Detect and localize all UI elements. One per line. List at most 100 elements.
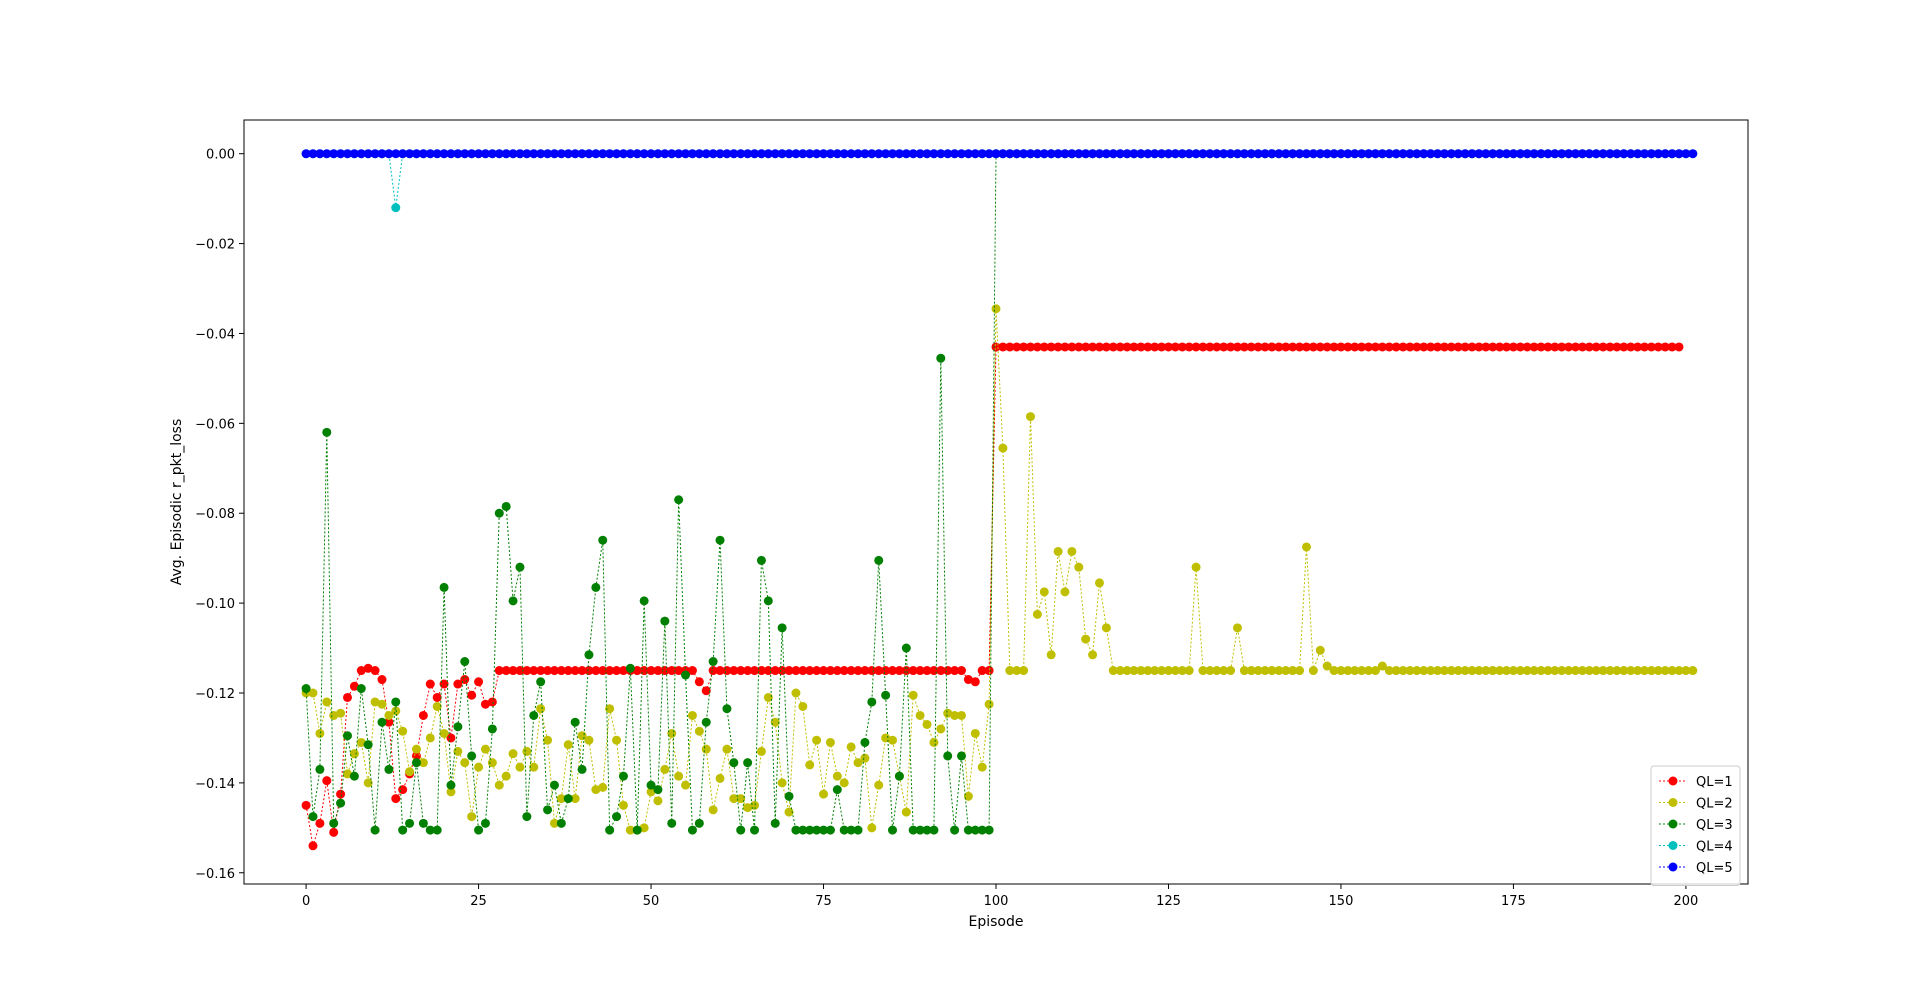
data-point — [1405, 666, 1415, 676]
data-point — [936, 666, 946, 676]
data-point — [480, 744, 490, 754]
data-point — [639, 149, 649, 159]
data-point — [1253, 342, 1263, 352]
data-point — [356, 149, 366, 159]
data-point — [943, 751, 953, 761]
data-point — [1129, 342, 1139, 352]
data-point — [536, 666, 546, 676]
y-axis-label: Avg. Episodic r_pkt_loss — [169, 419, 185, 586]
data-point — [1495, 666, 1505, 676]
data-point — [674, 495, 684, 505]
data-point — [1391, 149, 1401, 159]
data-point — [549, 818, 559, 828]
data-point — [839, 825, 849, 835]
data-point — [1640, 666, 1650, 676]
data-point — [446, 733, 456, 743]
data-point — [1177, 342, 1187, 352]
data-point — [522, 666, 532, 676]
data-point — [1308, 666, 1318, 676]
data-point — [1053, 546, 1063, 556]
data-point — [957, 149, 966, 159]
data-point — [329, 149, 339, 159]
data-point — [1308, 342, 1318, 352]
data-point — [1370, 149, 1380, 159]
data-point — [750, 800, 760, 810]
legend-entries: QL=1 QL=2 QL=3 QL=4 QL=5 — [1659, 775, 1733, 876]
data-point — [494, 666, 504, 676]
data-point — [1433, 342, 1443, 352]
data-point — [936, 353, 946, 363]
data-point — [1329, 342, 1339, 352]
y-tick-label: −0.06 — [195, 417, 235, 432]
data-point — [1081, 634, 1091, 644]
data-point — [336, 798, 346, 808]
data-point — [1370, 666, 1380, 676]
data-point — [1474, 149, 1484, 159]
data-point — [922, 825, 932, 835]
data-point — [867, 666, 877, 676]
data-point — [846, 666, 856, 676]
data-point — [1646, 666, 1656, 676]
data-point — [1039, 149, 1049, 159]
data-point — [598, 666, 608, 676]
data-point — [543, 666, 553, 676]
data-point — [888, 825, 898, 835]
data-point — [418, 149, 428, 159]
data-point — [812, 735, 822, 745]
data-point — [467, 812, 477, 822]
data-point — [1646, 149, 1656, 159]
data-point — [612, 812, 622, 822]
data-point — [1488, 342, 1498, 352]
data-point — [1453, 342, 1463, 352]
data-point — [1026, 342, 1035, 352]
y-axis: 0.00 −0.02 −0.04 −0.06 −0.08 −0.10 −0.12 −0.14 −… — [195, 148, 244, 882]
data-point — [943, 708, 953, 718]
data-point — [860, 753, 870, 763]
legend-label: QL=2 — [1696, 797, 1733, 812]
data-point — [660, 616, 670, 626]
x-tick-label: 50 — [643, 894, 660, 909]
data-point — [1260, 342, 1270, 352]
data-point — [515, 562, 525, 572]
data-point — [632, 149, 642, 159]
data-point — [1564, 342, 1574, 352]
data-point — [1667, 342, 1677, 352]
data-point — [1246, 342, 1256, 352]
data-point — [950, 149, 960, 159]
data-point — [1619, 149, 1629, 159]
data-point — [384, 764, 394, 774]
data-point — [1336, 342, 1346, 352]
data-point — [805, 760, 815, 770]
data-point — [1640, 149, 1650, 159]
data-point — [508, 596, 518, 606]
legend-marker — [1668, 798, 1678, 807]
data-point — [1460, 342, 1470, 352]
data-point — [784, 666, 794, 676]
data-point — [411, 744, 421, 754]
data-point — [1032, 342, 1042, 352]
data-point — [453, 149, 463, 159]
data-point — [1515, 342, 1525, 352]
data-point — [1246, 149, 1256, 159]
data-point — [329, 827, 339, 837]
legend-marker — [1668, 841, 1678, 850]
data-point — [715, 149, 725, 159]
data-point — [729, 666, 739, 676]
data-point — [729, 149, 739, 159]
data-point — [418, 758, 428, 768]
data-point — [1053, 342, 1063, 352]
data-point — [625, 149, 635, 159]
data-point — [1488, 666, 1498, 676]
data-point — [660, 764, 670, 774]
data-point — [1329, 666, 1339, 676]
data-point — [1288, 342, 1298, 352]
data-point — [1288, 666, 1298, 676]
data-point — [915, 149, 925, 159]
data-point — [1536, 666, 1546, 676]
data-point — [605, 149, 615, 159]
legend-label: QL=1 — [1696, 775, 1733, 790]
data-point — [812, 149, 822, 159]
data-point — [1653, 342, 1663, 352]
data-point — [770, 717, 780, 727]
data-point — [888, 735, 898, 745]
